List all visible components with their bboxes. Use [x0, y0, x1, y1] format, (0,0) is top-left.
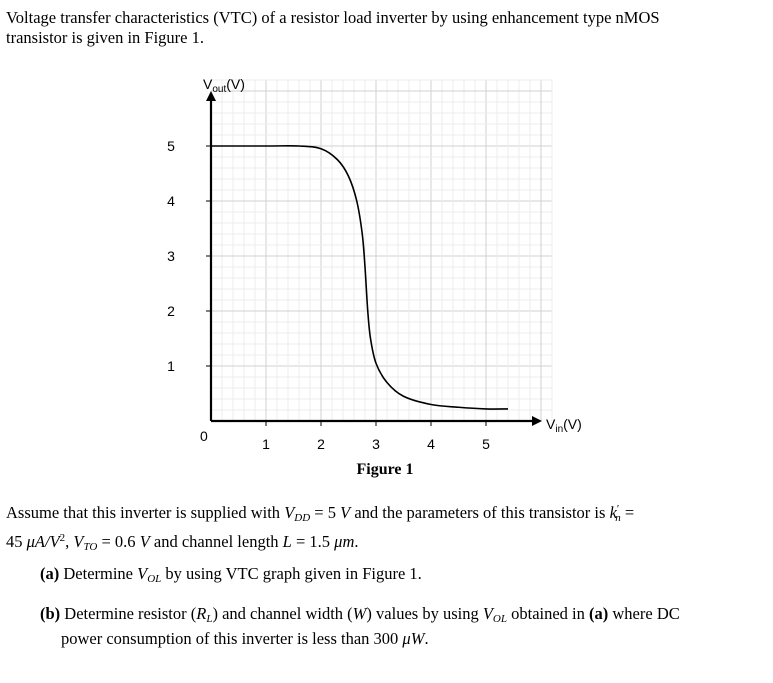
y-tick-label: 2: [167, 303, 175, 319]
x-tick-label: 1: [262, 436, 270, 452]
x-tick-label: 3: [372, 436, 380, 452]
figure-caption: Figure 1: [356, 461, 413, 478]
chart-ticks: 1 2 3 4 5 1 2 3 4 5: [167, 138, 490, 452]
y-tick-label: 3: [167, 248, 175, 264]
y-tick-label: 1: [167, 358, 175, 374]
intro-line-1: Voltage transfer characteristics (VTC) o…: [6, 8, 660, 27]
question-b: (b) Determine resistor (RL) and channel …: [40, 604, 680, 648]
y-axis-label: Vout(V): [203, 76, 245, 95]
x-tick-label: 2: [317, 436, 325, 452]
assumption-paragraph: Assume that this inverter is supplied wi…: [6, 503, 635, 553]
vtc-curve: [211, 144, 509, 410]
intro-paragraph: Voltage transfer characteristics (VTC) o…: [6, 8, 766, 48]
question-a: (a) Determine VOL by using VTC graph giv…: [40, 564, 422, 585]
chart-grid: [211, 79, 553, 421]
x-tick-label: 4: [427, 436, 435, 452]
y-tick-label: 5: [167, 138, 175, 154]
x-tick-label: 5: [482, 436, 490, 452]
origin-label: 0: [200, 428, 208, 444]
y-tick-label: 4: [167, 193, 175, 209]
chart-axes: [206, 91, 542, 426]
chart-series: [211, 144, 509, 410]
x-axis-label: Vin(V): [546, 416, 582, 435]
intro-line-2: transistor is given in Figure 1.: [6, 28, 204, 47]
